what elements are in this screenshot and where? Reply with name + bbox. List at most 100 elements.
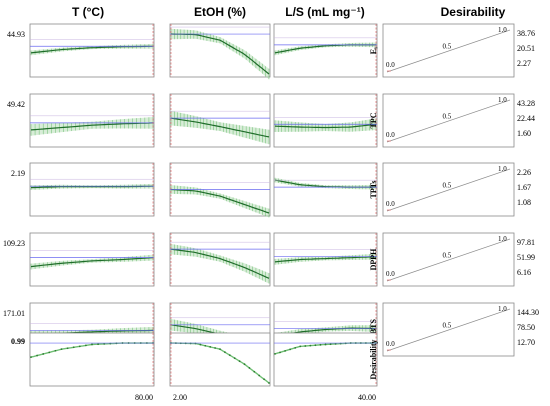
desirability-point	[268, 382, 270, 384]
profile-panel	[273, 162, 378, 217]
temperature-range-end: 80.00	[135, 393, 153, 402]
response-tick-label: 51.99	[517, 253, 535, 262]
desirability-mid-label: 0.5	[443, 322, 452, 330]
desirability-high-label: 1.0	[498, 96, 507, 104]
desirability-low-label: 0.0	[386, 200, 395, 208]
profile-panel	[169, 232, 271, 287]
desirability-point	[42, 353, 45, 355]
desirability-point	[258, 374, 261, 377]
desirability-point	[309, 344, 312, 347]
panel-frame	[29, 162, 155, 217]
desirability-function-panel: 0.0 0.5 1.0 ABTS 144.30 78.50 12.70	[369, 302, 539, 357]
desirability-panel-frame	[382, 93, 515, 148]
desirability-point	[60, 348, 63, 351]
profile-panel	[273, 23, 378, 78]
panel-frame	[169, 23, 271, 78]
profile-panel	[29, 162, 155, 217]
current-value-label: 2.19	[11, 169, 25, 178]
panel-frame	[273, 332, 378, 387]
x-range-labels: 80.00 2.00 40.00	[135, 393, 376, 402]
desirability-header: Desirability	[441, 5, 506, 19]
profile-panel	[29, 232, 155, 287]
profile-panel	[273, 93, 378, 148]
response-curve	[274, 256, 377, 263]
desirability-point	[238, 360, 241, 363]
desirability-panel-frame	[382, 23, 515, 78]
desirability-function-line	[386, 29, 511, 73]
response-curve	[170, 188, 270, 214]
panel-frame	[273, 93, 378, 148]
desirability-point	[289, 348, 292, 351]
desirability-mid-label: 0.5	[443, 252, 452, 260]
desirability-point	[54, 349, 57, 352]
response-tick-label: 22.44	[517, 114, 535, 123]
overall-desirability-label: Desirability	[369, 340, 378, 380]
factor-headers: T (°C) EtOH (%) L/S (mL mg⁻¹) Desirabili…	[72, 5, 506, 19]
desirability-low-label: 0.0	[386, 340, 395, 348]
profile-panel	[169, 332, 271, 387]
desirability-function-line	[386, 238, 511, 282]
desirability-mid-label: 0.5	[443, 182, 452, 190]
response-curve	[274, 123, 377, 129]
desirability-point	[66, 347, 69, 350]
profile-panel	[169, 93, 271, 148]
response-curve	[170, 248, 270, 279]
desirability-point	[299, 345, 302, 348]
desirability-point	[97, 343, 99, 346]
confidence-band	[275, 42, 376, 56]
response-curve	[170, 33, 270, 75]
response-curve	[170, 117, 270, 138]
response-tick-label: 78.50	[517, 323, 535, 332]
desirability-function-line	[386, 99, 511, 143]
response-tick-label: 1.08	[517, 198, 531, 207]
desirability-mid-label: 0.5	[443, 43, 452, 51]
desirability-point	[91, 343, 93, 346]
desirability-point	[214, 347, 217, 349]
desirability-point	[199, 343, 202, 346]
panel-frame	[169, 332, 271, 387]
profiler-row: 109.23 0.0 0.5 1.0 DPPH 97.81 51.99 6.16	[3, 232, 535, 287]
desirability-point	[329, 343, 332, 346]
current-value-label: 171.01	[3, 309, 25, 318]
desirability-low-label: 0.0	[386, 270, 395, 278]
desirability-mid-label: 0.5	[443, 113, 452, 121]
desirability-low-label: 0.0	[386, 61, 395, 69]
desirability-point	[274, 352, 276, 355]
desirability-point	[30, 356, 32, 359]
current-value-label: 49.42	[7, 100, 25, 109]
desirability-point	[36, 354, 38, 357]
response-tick-label: 1.67	[517, 183, 531, 192]
response-name-label: Eᵧ	[369, 46, 378, 54]
desirability-function-panel: 0.0 0.5 1.0 Eᵧ 38.76 20.51 2.27	[369, 23, 535, 78]
desirability-point	[294, 346, 297, 349]
response-tick-label: 1.60	[517, 129, 531, 138]
profiler-row: 0.99 Desirability	[11, 332, 378, 387]
response-tick-label: 12.70	[517, 338, 535, 347]
desirability-point	[324, 343, 327, 346]
profiler-row: 2.19 0.0 0.5 1.0 TPTs 2.26 1.67 1.08	[11, 162, 531, 218]
confidence-band	[171, 243, 269, 284]
factor-header-temperature: T (°C)	[72, 5, 104, 19]
profiler-row: 49.42 0.0 0.5 1.0 TPC 43.28 22.44 1.60	[7, 93, 535, 148]
desirability-point	[204, 344, 207, 347]
current-value-label: 44.93	[7, 30, 25, 39]
response-tick-label: 6.16	[517, 268, 531, 277]
desirability-high-label: 1.0	[498, 305, 507, 313]
current-value-label: 109.23	[3, 239, 25, 248]
desirability-point	[224, 351, 226, 354]
desirability-point	[228, 354, 231, 357]
desirability-point	[103, 342, 106, 345]
desirability-point	[334, 342, 337, 345]
current-value-label: 0.99	[11, 337, 25, 346]
panel-frame	[273, 162, 378, 217]
desirability-point	[209, 346, 212, 348]
profile-panel	[29, 23, 155, 78]
response-name-label: TPC	[369, 112, 378, 128]
desirability-panel-frame	[382, 232, 515, 287]
confidence-band	[171, 185, 269, 218]
desirability-function-line	[386, 308, 511, 352]
desirability-point	[219, 348, 221, 351]
profile-panel	[169, 162, 271, 218]
desirability-point	[279, 351, 281, 354]
